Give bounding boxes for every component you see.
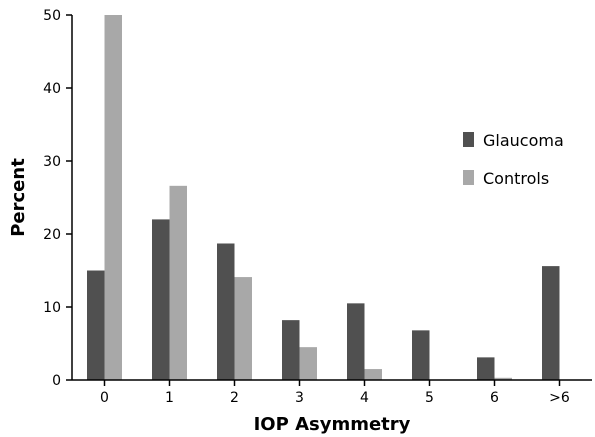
x-tick-label: 5	[425, 390, 434, 406]
bar-controls-6	[494, 377, 512, 380]
x-tick-label: 6	[490, 390, 499, 406]
x-axis-title: IOP Asymmetry	[254, 414, 411, 435]
legend: Glaucoma Controls	[463, 131, 564, 188]
y-tick-label: 0	[52, 373, 61, 389]
legend-label-controls: Controls	[483, 169, 549, 188]
bar-glaucoma-1	[152, 219, 170, 380]
y-tick-label: 10	[43, 300, 61, 316]
bar-glaucoma-3	[282, 320, 300, 380]
bar-controls-0	[104, 15, 122, 380]
x-tick-label: 2	[230, 390, 239, 406]
bar-glaucoma-2	[217, 243, 235, 380]
y-axis-title: Percent	[8, 158, 29, 237]
bar-glaucoma-4	[347, 303, 365, 380]
y-tick-label: 20	[43, 227, 61, 243]
legend-swatch-controls	[463, 170, 474, 185]
bar-glaucoma-5	[412, 330, 430, 380]
bar-glaucoma-7	[542, 266, 560, 380]
x-ticks: 0 1 2 3 4 5 6 >6	[100, 380, 570, 406]
bar-controls-1	[169, 185, 187, 380]
bar-glaucoma-0	[87, 270, 105, 380]
legend-label-glaucoma: Glaucoma	[483, 131, 564, 150]
y-tick-label: 40	[43, 81, 61, 97]
x-tick-label: 0	[100, 390, 109, 406]
bar-controls-2	[234, 277, 252, 380]
bar-controls-4	[364, 369, 382, 380]
bar-controls-3	[299, 347, 317, 380]
legend-swatch-glaucoma	[463, 132, 474, 147]
y-tick-label: 30	[43, 154, 61, 170]
x-tick-label: 1	[165, 390, 174, 406]
bars	[87, 15, 560, 380]
x-tick-label: 4	[360, 390, 369, 406]
bar-glaucoma-6	[477, 357, 495, 380]
x-tick-label: 3	[295, 390, 304, 406]
y-ticks: 0 10 20 30 40 50	[43, 8, 72, 389]
x-tick-label: >6	[549, 390, 570, 406]
y-tick-label: 50	[43, 8, 61, 24]
